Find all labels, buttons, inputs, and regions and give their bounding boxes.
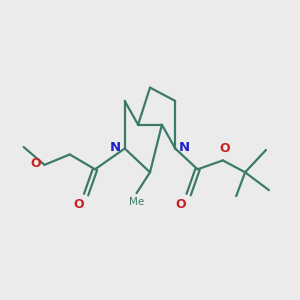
Text: O: O: [219, 142, 230, 155]
Text: N: N: [179, 141, 190, 154]
Text: O: O: [30, 157, 41, 170]
Text: Me: Me: [129, 197, 144, 207]
Text: O: O: [73, 198, 84, 211]
Text: N: N: [110, 141, 121, 154]
Text: O: O: [176, 198, 186, 211]
